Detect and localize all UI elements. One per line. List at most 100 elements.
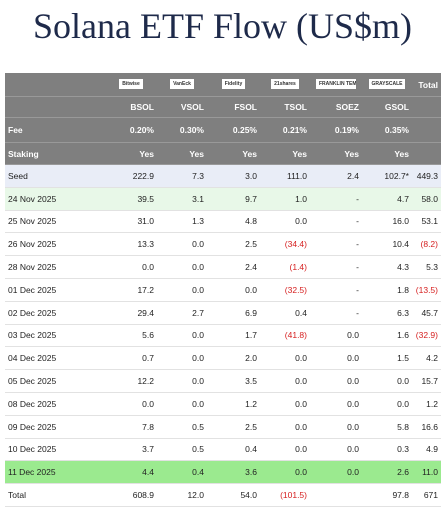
row-label: 01 Dec 2025: [5, 278, 105, 302]
flow-value: 0.4: [207, 438, 260, 462]
flow-row: 08 Dec 2025 0.0 0.0 1.2 0.0 0.0 0.0 1.2: [5, 392, 441, 416]
flow-value: 0.0: [260, 460, 310, 485]
flow-value: 0.0: [157, 232, 207, 257]
ticker: VSOL: [157, 96, 207, 118]
flow-value: 2.5: [207, 232, 260, 257]
flow-value: 54.0: [207, 483, 260, 507]
flow-value: 111.0: [260, 164, 310, 188]
flow-value: -: [310, 232, 362, 257]
flow-value: 5.3: [412, 255, 441, 279]
flow-value: 6.3: [362, 301, 412, 325]
flow-value: 0.7: [105, 346, 157, 371]
flow-value: 2.4: [207, 255, 260, 279]
flow-value: 4.8: [207, 210, 260, 234]
flow-value: (32.9): [412, 324, 441, 348]
flow-value: 0.0: [310, 392, 362, 416]
flow-value: 12.2: [105, 369, 157, 393]
flow-value: 1.7: [207, 324, 260, 348]
row-label: 08 Dec 2025: [5, 392, 105, 416]
fee-value: 0.19%: [310, 117, 362, 143]
flow-value: 15.7: [412, 369, 441, 393]
flow-value: (13.5): [412, 278, 441, 302]
fee-value: 0.21%: [260, 117, 310, 143]
fee-value: 0.20%: [105, 117, 157, 143]
staking-value: Yes: [105, 142, 157, 165]
logo-cell: 21shares: [260, 73, 310, 97]
flow-value: 0.0: [157, 346, 207, 371]
blank-cell: [5, 73, 105, 97]
flow-value: (1.4): [260, 255, 310, 279]
flow-value: 0.4: [260, 301, 310, 325]
issuer-logo: 21shares: [271, 78, 299, 89]
flow-row: 01 Dec 2025 17.2 0.0 0.0 (32.5) -1.8 (13.5): [5, 278, 441, 302]
flow-value: 2.4: [310, 164, 362, 188]
fee-value: 0.35%: [362, 117, 412, 143]
row-label: 03 Dec 2025: [5, 324, 105, 348]
flow-value: 0.0: [157, 324, 207, 348]
flow-value: 2.6: [362, 460, 412, 485]
flow-value: 16.0: [362, 210, 412, 234]
flow-row: 25 Nov 2025 31.0 1.3 4.8 0.0-16.0 53.1: [5, 210, 441, 234]
flow-value: 29.4: [105, 301, 157, 325]
flow-value: 1.2: [412, 392, 441, 416]
flow-value: -: [310, 278, 362, 302]
issuer-logo: FRANKLIN TEMPLETON: [316, 78, 356, 89]
flow-value: 608.9: [105, 483, 157, 507]
flow-value: 1.5: [362, 346, 412, 371]
staking-row: Staking Yes Yes Yes Yes Yes Yes: [5, 142, 441, 165]
issuer-logo: Fidelity: [221, 78, 246, 89]
flow-value: (41.8): [260, 324, 310, 348]
flow-value: 0.0: [157, 278, 207, 302]
blank-cell: [412, 96, 441, 118]
flow-value: 0.0: [260, 438, 310, 462]
flow-value: 0.0: [105, 392, 157, 416]
blank-cell: [412, 117, 441, 143]
flow-value: 4.2: [412, 346, 441, 371]
flow-row: 04 Dec 2025 0.7 0.0 2.0 0.0 0.0 1.5 4.2: [5, 346, 441, 371]
flow-value: 2.5: [207, 415, 260, 439]
flow-value: 9.7: [207, 187, 260, 211]
ticker: BSOL: [105, 96, 157, 118]
row-label: 02 Dec 2025: [5, 301, 105, 325]
flow-value: 0.0: [260, 415, 310, 439]
flow-value: 0.5: [157, 438, 207, 462]
flow-value: 0.0: [157, 392, 207, 416]
issuer-logo: VanEck: [170, 78, 194, 89]
ticker: FSOL: [207, 96, 260, 118]
ticker: GSOL: [362, 96, 412, 118]
flow-value: 0.0: [310, 324, 362, 348]
flow-value: 0.5: [157, 415, 207, 439]
flow-value: 7.3: [157, 164, 207, 188]
flow-row: Seed 222.9 7.3 3.0 111.0 2.4 102.7* 449.3: [5, 164, 441, 188]
flow-value: 3.6: [207, 460, 260, 485]
flow-value: 5.8: [362, 415, 412, 439]
flow-value: 0.0: [310, 346, 362, 371]
row-label: 11 Dec 2025: [5, 460, 105, 485]
row-label: Total: [5, 483, 105, 507]
flow-value: 3.1: [157, 187, 207, 211]
flow-value: 449.3: [412, 164, 441, 188]
flow-value: (8.2): [412, 232, 441, 257]
flow-value: 0.0: [362, 369, 412, 393]
ticker-row: BSOL VSOL FSOL TSOL SOEZ GSOL: [5, 96, 441, 118]
flow-value: 0.0: [105, 255, 157, 279]
flow-value: 4.4: [105, 460, 157, 485]
flow-value: 0.4: [157, 460, 207, 485]
logo-cell: VanEck: [157, 73, 207, 97]
flow-value: 1.0: [260, 187, 310, 211]
flow-value: 3.7: [105, 438, 157, 462]
flow-value: 0.0: [310, 438, 362, 462]
flow-value: 58.0: [412, 187, 441, 211]
flow-value: 0.0: [207, 278, 260, 302]
issuer-logo: GRAYSCALE: [368, 78, 406, 89]
row-label: 09 Dec 2025: [5, 415, 105, 439]
flow-value: 2.0: [207, 346, 260, 371]
staking-value: Yes: [310, 142, 362, 165]
flow-value: 13.3: [105, 232, 157, 257]
fee-label: Fee: [5, 117, 105, 143]
row-label: Seed: [5, 164, 105, 188]
staking-label: Staking: [5, 142, 105, 165]
flow-value: -: [310, 210, 362, 234]
flow-row: 03 Dec 2025 5.6 0.0 1.7 (41.8) 0.0 1.6 (32.9): [5, 324, 441, 348]
